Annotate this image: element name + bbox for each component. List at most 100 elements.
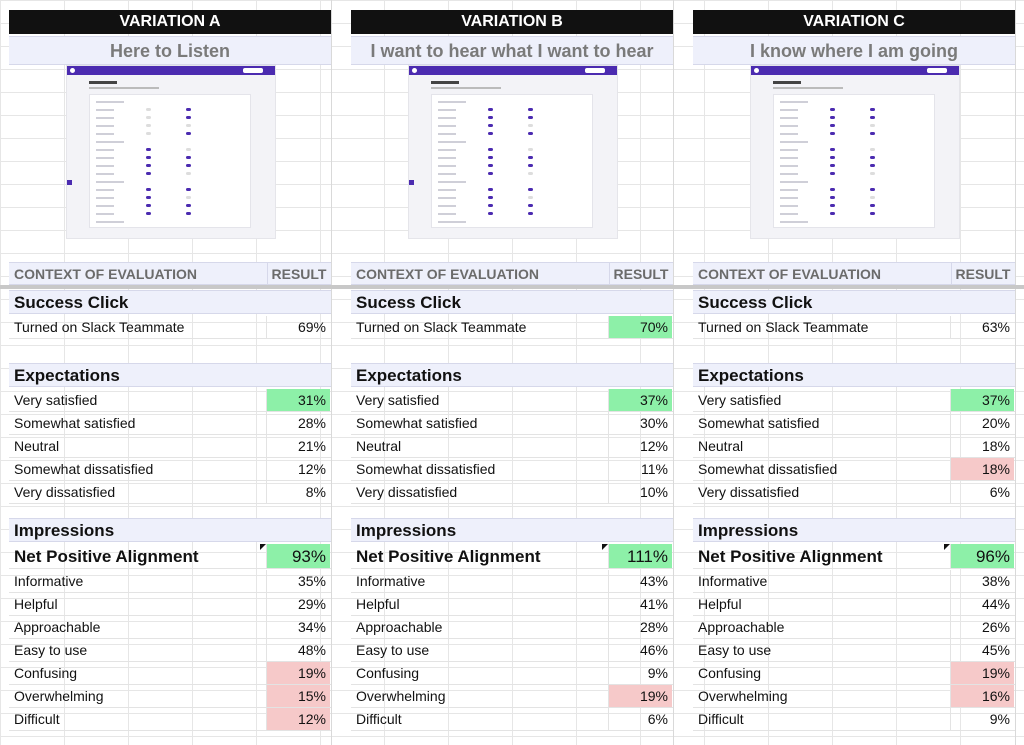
toggle-icon <box>870 124 875 127</box>
toggle-icon <box>146 164 151 167</box>
row-label: Somewhat dissatisfied <box>356 461 496 477</box>
topbar-button <box>585 68 605 73</box>
toggle-icon <box>870 212 875 215</box>
toggle-icon <box>830 188 835 191</box>
success-row: Turned on Slack Teammate 63% <box>693 316 1015 339</box>
row-value: 37% <box>950 389 1014 411</box>
section-header-success: Success Click <box>693 290 1015 314</box>
row-label: Difficult <box>356 711 402 727</box>
row-value: 44% <box>950 593 1014 615</box>
context-header-row: CONTEXT OF EVALUATION RESULT <box>351 262 673 286</box>
net-positive-row: Net Positive Alignment 96% <box>693 544 1015 569</box>
row-value: 30% <box>608 412 672 434</box>
row-label: Somewhat satisfied <box>14 415 136 431</box>
row-label: Very satisfied <box>14 392 98 408</box>
row-label: Difficult <box>14 711 60 727</box>
toggle-icon <box>870 132 875 135</box>
thumbnail-line <box>780 141 808 143</box>
toggle-icon <box>830 196 835 199</box>
row-label: Informative <box>356 573 426 589</box>
thumbnail-line <box>438 109 456 111</box>
section-header-success: Success Click <box>9 290 331 314</box>
row-label: Somewhat dissatisfied <box>698 461 838 477</box>
row-value: 70% <box>608 316 672 338</box>
thumbnail-line <box>438 213 456 215</box>
impression-row: Helpful 29% <box>9 593 331 616</box>
row-label: Confusing <box>14 665 78 681</box>
settings-screenshot-cell <box>351 65 673 239</box>
chat-launcher-icon <box>67 180 72 185</box>
toggle-icon <box>830 116 835 119</box>
section-header-success: Sucess Click <box>351 290 673 314</box>
row-value: 16% <box>950 685 1014 707</box>
row-label: Very dissatisfied <box>698 484 800 500</box>
toggle-icon <box>146 188 151 191</box>
expectation-row: Very dissatisfied 6% <box>693 481 1015 504</box>
section-header-expectations: Expectations <box>9 363 331 387</box>
variation-subtitle: I know where I am going <box>693 36 1015 65</box>
impression-row: Approachable 28% <box>351 616 673 639</box>
row-value: 15% <box>266 685 330 707</box>
toggle-icon <box>186 116 191 119</box>
toggle-icon <box>186 132 191 135</box>
expectation-row: Neutral 18% <box>693 435 1015 458</box>
thumbnail-line <box>96 213 114 215</box>
toggle-icon <box>830 124 835 127</box>
thumbnail-line <box>780 173 798 175</box>
toggle-icon <box>830 156 835 159</box>
thumbnail-line <box>780 221 808 223</box>
thumbnail-line <box>780 181 808 183</box>
row-value: 93% <box>266 544 330 568</box>
thumbnail-title <box>431 81 459 84</box>
chat-launcher-icon <box>409 180 414 185</box>
thumbnail-line <box>438 157 456 159</box>
thumbnail-line <box>96 189 114 191</box>
toggle-icon <box>186 124 191 127</box>
success-row: Turned on Slack Teammate 69% <box>9 316 331 339</box>
thumbnail-line <box>96 149 114 151</box>
net-positive-row: Net Positive Alignment 111% <box>351 544 673 569</box>
comment-marker-icon <box>602 544 608 550</box>
thumbnail-line <box>780 149 798 151</box>
row-label: Somewhat dissatisfied <box>14 461 154 477</box>
toggle-icon <box>146 172 151 175</box>
thumbnail-line <box>438 133 456 135</box>
impression-row: Difficult 6% <box>351 708 673 731</box>
toggle-icon <box>488 116 493 119</box>
row-label: Easy to use <box>14 642 88 658</box>
toggle-icon <box>488 204 493 207</box>
expectation-row: Very satisfied 37% <box>351 389 673 412</box>
settings-screenshot-thumbnail <box>750 65 960 239</box>
toggle-icon <box>528 172 533 175</box>
impression-row: Approachable 34% <box>9 616 331 639</box>
context-header-row: CONTEXT OF EVALUATION RESULT <box>9 262 331 286</box>
thumbnail-settings-card <box>773 94 935 228</box>
settings-screenshot-thumbnail <box>66 65 276 239</box>
toggle-icon <box>488 172 493 175</box>
toggle-icon <box>870 156 875 159</box>
toggle-icon <box>186 148 191 151</box>
row-value: 18% <box>950 435 1014 457</box>
thumbnail-title <box>773 81 801 84</box>
impression-row: Difficult 9% <box>693 708 1015 731</box>
toggle-icon <box>146 148 151 151</box>
expectation-row: Neutral 12% <box>351 435 673 458</box>
impression-row: Helpful 44% <box>693 593 1015 616</box>
context-header: CONTEXT OF EVALUATION <box>698 266 882 282</box>
row-label: Very dissatisfied <box>14 484 116 500</box>
toggle-icon <box>186 108 191 111</box>
row-label: Neutral <box>698 438 744 454</box>
row-label: Neutral <box>14 438 60 454</box>
toggle-icon <box>870 148 875 151</box>
thumbnail-line <box>438 197 456 199</box>
impression-row: Informative 35% <box>9 570 331 593</box>
impression-row: Confusing 9% <box>351 662 673 685</box>
expectation-row: Very satisfied 31% <box>9 389 331 412</box>
row-value: 35% <box>266 570 330 592</box>
thumbnail-line <box>96 101 124 103</box>
expectation-row: Somewhat dissatisfied 12% <box>9 458 331 481</box>
thumbnail-settings-card <box>431 94 593 228</box>
result-header: RESULT <box>267 263 330 286</box>
thumbnail-line <box>96 125 114 127</box>
